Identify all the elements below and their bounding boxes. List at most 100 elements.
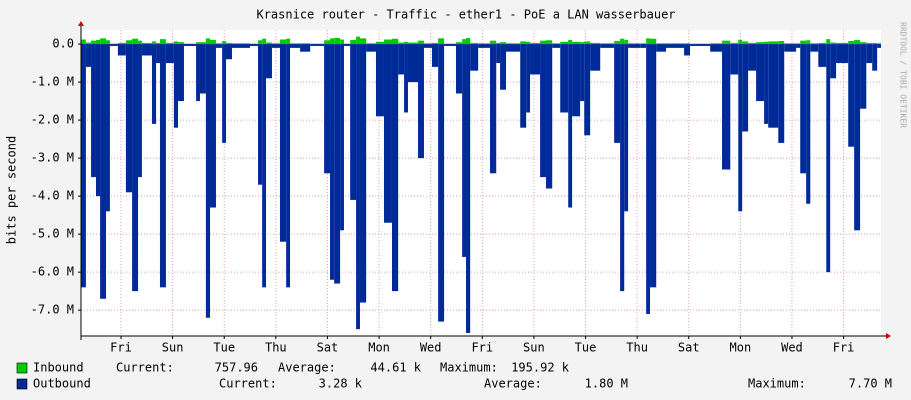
bar [584,41,591,45]
bar [106,40,110,45]
bar [407,42,419,45]
bar [404,44,408,113]
bar [340,39,344,45]
bar [620,44,625,292]
x-arrow [886,333,891,339]
bar [438,44,445,322]
bar [552,43,561,45]
bar [222,44,227,143]
bar [262,38,267,45]
bar [210,39,216,45]
bar [496,44,501,64]
bar [830,44,837,79]
bar [656,43,667,45]
legend-label: Inbound [33,361,84,375]
bar [666,43,685,45]
bar [231,44,251,48]
y-axis-label: bits per second [5,136,19,244]
bar [330,44,335,280]
bar [506,44,521,52]
bar [580,44,585,102]
bar [183,44,197,46]
bar [324,40,331,45]
bar [478,43,491,45]
bar [796,44,801,48]
bar [375,44,384,117]
bar [279,44,287,242]
bar [100,44,107,299]
bar [95,39,101,45]
bar [806,40,811,45]
watermark: RRDTOOL / TOBI OETIKER [899,22,908,128]
bar [778,41,785,45]
chart-title: Krasnice router - Traffic - ether1 - PoE… [256,8,675,22]
bar [768,44,779,128]
bar [350,39,357,45]
bar [366,43,376,45]
bar [572,44,581,117]
bar [684,44,691,56]
stat-label: Current: [116,361,174,375]
bar [560,41,569,45]
bar [141,44,152,56]
bar [778,44,785,143]
stat-value: 757.96 [215,361,258,375]
x-tick-label: Mon [730,341,752,355]
bar [478,44,491,48]
bar [530,44,541,75]
bar [810,44,819,52]
bar [117,44,126,56]
y-tick-label: -5.0 M [31,227,74,241]
bar [383,44,392,223]
bar [572,41,581,45]
x-tick-label: Sat [678,341,700,355]
bar [806,44,811,204]
bar [173,44,179,128]
bar [818,44,827,67]
bar [584,44,591,136]
bar [650,38,657,45]
x-tick-label: Thu [265,341,287,355]
stat-value: 1.80 M [585,377,628,391]
y-tick-label: -3.0 M [31,151,74,165]
bar [156,42,160,45]
bar [568,44,573,208]
bar [196,44,200,102]
bar [340,44,344,231]
bar [290,43,301,45]
bar [455,42,463,45]
bar [85,42,92,45]
x-tick-label: Sun [523,341,545,355]
bar [199,44,206,94]
bar [748,44,757,71]
bar [138,44,142,178]
bar [438,38,445,45]
marks [81,30,881,336]
bar [398,44,405,75]
bar [800,44,807,174]
bar [764,41,769,45]
bar [431,42,439,45]
bar [91,40,96,45]
bar [506,43,521,45]
bar [262,44,267,288]
x-tick-label: Tue [575,341,597,355]
bar [810,43,819,45]
bar [366,44,376,52]
bar [178,42,184,45]
bar [640,44,647,48]
bar [738,44,743,212]
bar [151,44,157,124]
stat-value: 7.70 M [849,377,892,391]
bar [398,42,405,45]
bar [462,44,467,257]
bar [490,44,497,174]
bar [199,42,206,45]
stat-label: Average: [278,361,336,375]
bar [742,44,749,132]
legend-swatch [16,362,28,374]
bar [334,37,341,45]
bar [742,41,749,45]
bar [854,39,861,45]
